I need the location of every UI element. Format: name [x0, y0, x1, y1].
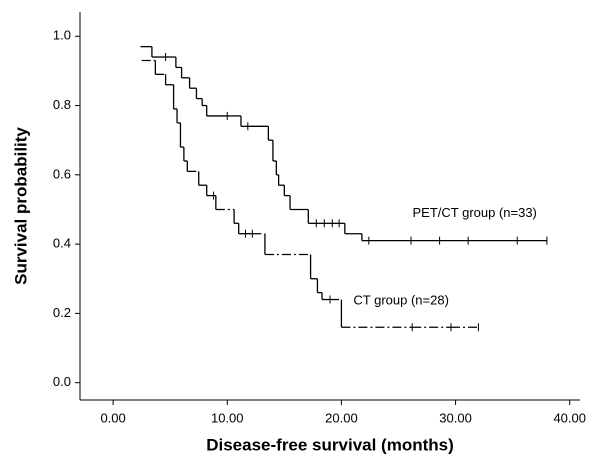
- x-tick-label: 0.00: [100, 410, 125, 425]
- x-tick-label: 30.00: [439, 410, 472, 425]
- series-label: PET/CT group (n=33): [412, 205, 536, 220]
- x-tick-label: 10.00: [211, 410, 244, 425]
- series-label: CT group (n=28): [353, 293, 449, 308]
- y-tick-label: 0.6: [53, 166, 71, 181]
- y-tick-label: 0.2: [53, 305, 71, 320]
- y-tick-label: 0.4: [53, 236, 71, 251]
- y-tick-label: 1.0: [53, 28, 71, 43]
- y-tick-label: 0.0: [53, 374, 71, 389]
- y-tick-label: 0.8: [53, 97, 71, 112]
- y-axis-title: Survival probability: [11, 127, 30, 285]
- x-tick-label: 40.00: [553, 410, 586, 425]
- x-axis-title: Disease-free survival (months): [206, 435, 454, 454]
- x-tick-label: 20.00: [325, 410, 358, 425]
